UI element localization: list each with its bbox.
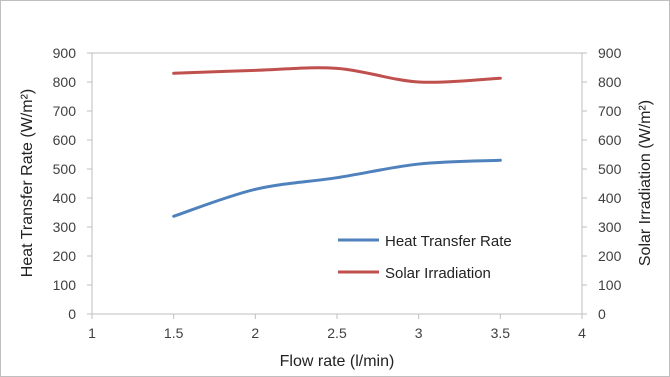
y-left-tick-label: 300 xyxy=(53,219,77,235)
series-layer xyxy=(172,66,502,218)
y-right-tick-label: 500 xyxy=(598,161,622,177)
series-line-heat-transfer-rate xyxy=(172,158,502,218)
y-right-tick-label: 700 xyxy=(598,103,622,119)
y-left-tick-label: 900 xyxy=(53,45,77,61)
y-right-tick-label: 600 xyxy=(598,132,622,148)
x-tick-label: 2 xyxy=(251,325,259,341)
y-left-tick-label: 800 xyxy=(53,74,77,90)
y-right-tick-label: 100 xyxy=(598,277,622,293)
y-right-tick-label: 0 xyxy=(598,306,606,322)
y-left-tick-label: 0 xyxy=(68,306,76,322)
x-tick-label: 4 xyxy=(578,325,586,341)
y-left-tick-label: 400 xyxy=(53,190,77,206)
y-left-tick-label: 600 xyxy=(53,132,77,148)
x-tick-label: 1.5 xyxy=(164,325,184,341)
y-right-tick-label: 300 xyxy=(598,219,622,235)
y-axis-left-title: Heat Transfer Rate (W/m²) xyxy=(19,89,36,277)
x-tick-label: 2.5 xyxy=(327,325,347,341)
y-right-tick-label: 200 xyxy=(598,248,622,264)
y-axis-right-ticks: 0 100 200 300 400 500 600 700 800 900 xyxy=(582,45,622,322)
y-left-tick-label: 700 xyxy=(53,103,77,119)
plot-area xyxy=(91,52,583,315)
y-left-tick-label: 500 xyxy=(53,161,77,177)
x-axis-title: Flow rate (l/min) xyxy=(280,353,395,370)
y-right-tick-label: 800 xyxy=(598,74,622,90)
y-right-tick-label: 400 xyxy=(598,190,622,206)
y-right-tick-label: 900 xyxy=(598,45,622,61)
x-axis-ticks: 1 1.5 2 2.5 3 3.5 4 xyxy=(88,314,586,341)
x-tick-label: 3 xyxy=(415,325,423,341)
x-tick-label: 3.5 xyxy=(491,325,511,341)
y-axis-left-ticks: 0 100 200 300 400 500 600 700 800 900 xyxy=(53,45,92,322)
x-tick-label: 1 xyxy=(88,325,96,341)
plot-area-border xyxy=(91,52,583,315)
y-left-tick-label: 100 xyxy=(53,277,77,293)
legend: Heat Transfer Rate Solar Irradiation xyxy=(338,233,512,282)
y-axis-right-title: Solar Irradiation (W/m²) xyxy=(637,100,654,266)
legend-label-solar-irradiation: Solar Irradiation xyxy=(385,265,491,282)
legend-label-heat-transfer-rate: Heat Transfer Rate xyxy=(385,233,512,250)
y-left-tick-label: 200 xyxy=(53,248,77,264)
series-line-solar-irradiation xyxy=(172,66,502,84)
